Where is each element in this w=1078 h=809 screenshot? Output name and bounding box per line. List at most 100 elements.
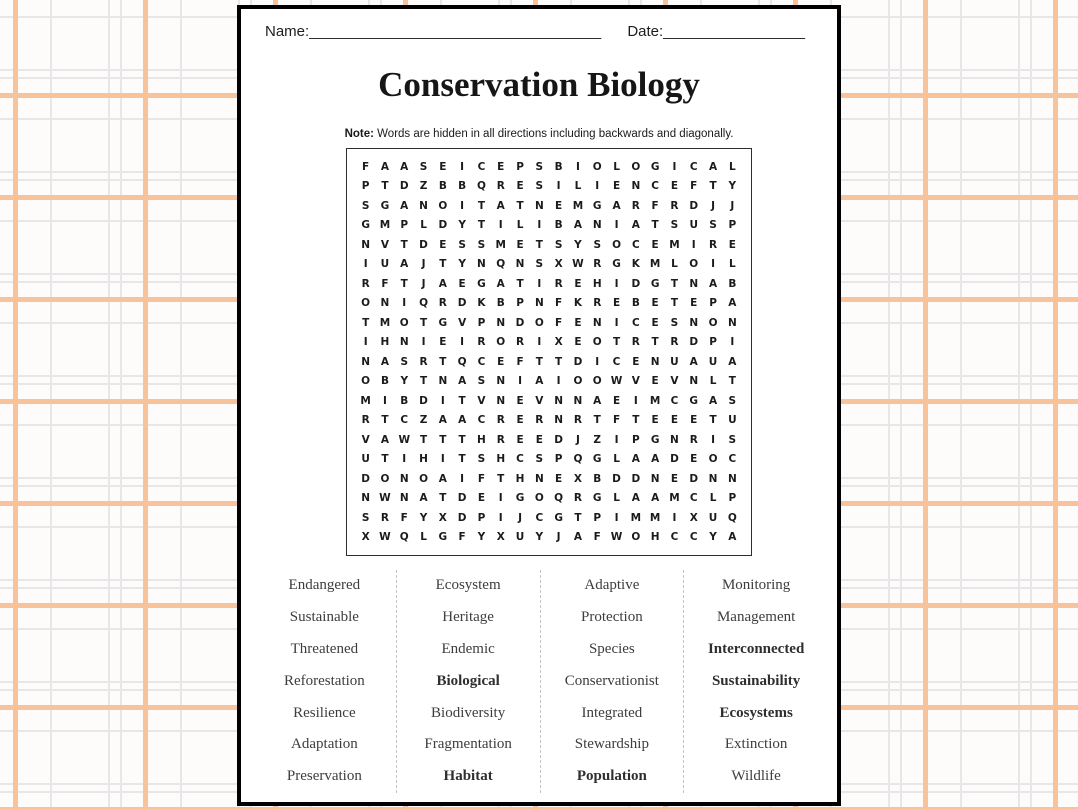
grid-letter: L — [516, 219, 524, 232]
grid-letter: I — [595, 355, 600, 368]
grid-letter: P — [728, 219, 737, 232]
grid-letter: R — [419, 355, 428, 368]
grid-letter: N — [650, 355, 660, 368]
page-title: Conservation Biology — [378, 65, 700, 104]
grid-letter: E — [439, 238, 447, 251]
word-item: Heritage — [442, 609, 494, 626]
grid-letter: B — [400, 394, 409, 407]
grid-letter: A — [458, 375, 467, 388]
grid-letter: D — [399, 180, 409, 193]
grid-letter: L — [613, 492, 620, 505]
grid-letter: A — [458, 414, 467, 427]
grid-letter: Y — [458, 258, 466, 271]
grid-letter: D — [515, 316, 525, 329]
grid-letter: C — [631, 316, 640, 329]
grid-letter: Q — [554, 492, 564, 505]
grid-letter: P — [631, 433, 640, 446]
grid-letter: T — [419, 433, 428, 446]
grid-letter: P — [709, 336, 717, 349]
grid-letter: T — [670, 277, 679, 290]
grid-letter: E — [439, 160, 447, 173]
grid-letter: N — [573, 394, 583, 407]
grid-letter: K — [573, 297, 583, 310]
grid-letter: T — [709, 180, 717, 193]
name-blank-line: ___________________________________ — [309, 23, 602, 40]
word-column-2: Ecosystem Heritage Endemic Biological Biodiv… — [397, 570, 541, 793]
word-item: Management — [716, 609, 796, 626]
grid-letter: H — [419, 453, 428, 466]
grid-letter: E — [670, 472, 679, 485]
word-list: Endangered Sustainable Threatened Reforesta… — [253, 570, 828, 793]
grid-letter: N — [515, 258, 525, 271]
grid-letter: I — [518, 375, 522, 388]
word-column-4: Monitoring Management Interconnected Sustai… — [684, 570, 828, 793]
grid-letter: L — [709, 375, 717, 388]
grid-letter: E — [670, 180, 679, 193]
grid-letter: T — [458, 453, 466, 466]
grid-letter: R — [689, 433, 698, 446]
grid-letter: M — [379, 316, 391, 329]
grid-letter: J — [421, 258, 426, 271]
grid-letter: N — [496, 316, 506, 329]
grid-letter: W — [379, 531, 391, 544]
grid-letter: E — [555, 199, 563, 212]
grid-letter: I — [460, 199, 465, 212]
grid-letter: D — [361, 472, 370, 485]
grid-letter: R — [380, 511, 389, 524]
grid-letter: D — [612, 472, 621, 485]
grid-letter: L — [420, 219, 427, 232]
word-item: Endemic — [441, 640, 495, 657]
grid-letter: I — [402, 453, 407, 466]
grid-letter: E — [651, 375, 659, 388]
grid-letter: B — [380, 375, 389, 388]
grid-letter: B — [631, 297, 640, 310]
grid-letter: N — [554, 414, 564, 427]
grid-letter: H — [592, 277, 602, 290]
grid-letter: S — [728, 394, 737, 407]
grid-letter: M — [360, 394, 371, 407]
word-item: Endangered — [288, 577, 361, 594]
grid-letter: T — [381, 180, 389, 193]
word-item: Population — [576, 768, 647, 785]
grid-letter: E — [612, 394, 621, 407]
grid-letter: T — [439, 492, 447, 505]
grid-letter: T — [555, 355, 563, 368]
grid-letter: I — [537, 219, 542, 232]
grid-letter: M — [495, 238, 506, 251]
grid-letter: E — [535, 433, 543, 446]
grid-letter: A — [438, 472, 447, 485]
grid-letter: Y — [400, 375, 409, 388]
grid-letter: G — [515, 492, 525, 505]
grid-letter: Y — [419, 511, 428, 524]
word-item: Wildlife — [731, 768, 781, 785]
grid-letter: H — [477, 433, 486, 446]
grid-letter: T — [439, 433, 447, 446]
grid-letter: C — [477, 355, 486, 368]
grid-letter: E — [574, 316, 582, 329]
grid-letter: N — [727, 472, 737, 485]
grid-letter: J — [575, 433, 580, 446]
grid-letter: T — [535, 355, 543, 368]
grid-letter: T — [439, 258, 447, 271]
grid-letter: I — [363, 258, 368, 271]
grid-letter: N — [361, 355, 371, 368]
date-field: Date:_________________ — [627, 23, 805, 41]
grid-letter: N — [496, 375, 506, 388]
grid-letter: V — [458, 316, 467, 329]
grid-letter: E — [690, 297, 698, 310]
grid-letter: R — [361, 277, 370, 290]
grid-letter: X — [496, 531, 505, 544]
grid-letter: M — [649, 394, 661, 407]
word-item: Fragmentation — [424, 736, 512, 753]
note-text: Words are hidden in all directions inclu… — [373, 128, 734, 140]
grid-letter: C — [477, 160, 486, 173]
grid-letter: G — [438, 531, 448, 544]
grid-letter: O — [399, 316, 409, 329]
grid-letter: N — [554, 394, 564, 407]
grid-letter: E — [651, 414, 659, 427]
grid-letter: W — [610, 375, 623, 388]
grid-letter: J — [711, 199, 715, 212]
grid-letter: A — [631, 453, 640, 466]
grid-letter: P — [516, 160, 524, 173]
grid-letter: H — [515, 472, 525, 485]
